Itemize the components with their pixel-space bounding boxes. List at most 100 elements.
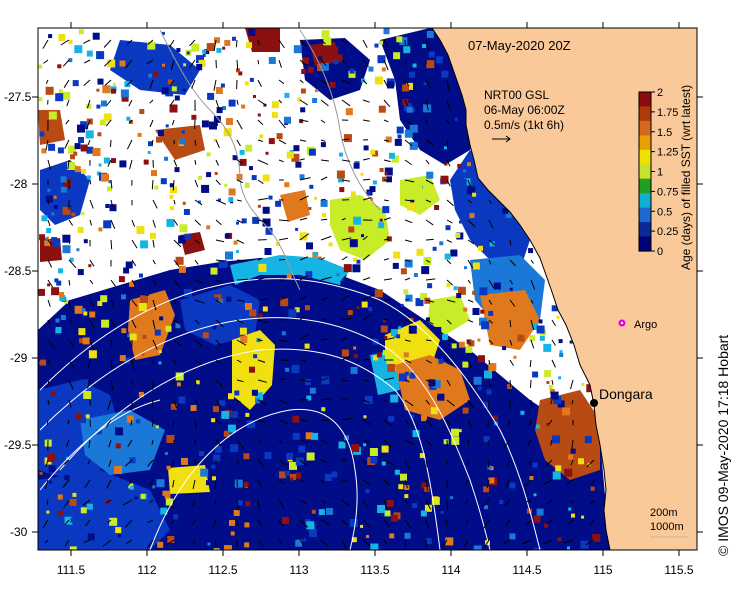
sst-pixel — [322, 69, 330, 77]
lat-tick-label: -27.5 — [4, 90, 32, 104]
sst-pixel — [379, 40, 384, 45]
current-vector — [110, 379, 114, 391]
sst-pixel — [305, 271, 313, 279]
sst-pixel — [265, 151, 269, 155]
colorbar-band — [639, 120, 651, 136]
sst-pixel — [532, 371, 539, 378]
sst-pixel — [413, 273, 418, 277]
current-vector — [215, 399, 222, 407]
sst-pixel — [247, 262, 253, 268]
sst-pixel — [451, 436, 460, 445]
current-vector — [504, 519, 511, 527]
sst-pixel — [268, 287, 275, 294]
sst-pixel — [400, 268, 407, 275]
current-vector — [341, 39, 348, 44]
current-vector — [215, 139, 220, 148]
sst-pixel — [382, 176, 387, 182]
current-vector — [68, 279, 71, 286]
sst-pixel — [363, 145, 369, 151]
sst-pixel — [365, 489, 370, 494]
sst-pixel — [124, 81, 131, 88]
sst-pixel — [374, 289, 383, 298]
sst-pixel — [224, 39, 231, 46]
current-vector — [107, 519, 112, 523]
sst-pixel — [85, 130, 94, 139]
current-vector — [446, 299, 456, 303]
sst-pixel — [169, 183, 174, 188]
current-vector — [236, 499, 239, 511]
current-vector — [425, 39, 430, 51]
sst-pixel — [419, 453, 425, 459]
current-vector — [530, 259, 535, 264]
current-vector — [383, 278, 392, 281]
sst-pixel — [454, 117, 458, 121]
sst-pixel — [369, 448, 378, 456]
current-vector — [278, 339, 289, 343]
sst-pixel — [198, 59, 206, 67]
sst-pixel — [360, 172, 364, 176]
current-vector — [257, 399, 267, 406]
colorbar-title: Age (days) of filled SST (wrt latest) — [679, 85, 693, 270]
sst-pixel — [422, 44, 427, 48]
sst-pixel — [393, 52, 401, 60]
current-vector — [194, 379, 197, 386]
sst-pixel — [258, 263, 267, 272]
colorbar-tick-label: 0 — [657, 246, 663, 258]
current-vector — [63, 459, 70, 465]
current-vector — [68, 339, 75, 348]
sst-pixel — [249, 77, 254, 82]
sst-pixel — [258, 313, 263, 318]
current-vector — [551, 379, 554, 385]
sst-pixel — [167, 79, 173, 85]
sst-pixel — [64, 475, 70, 481]
sst-pixel — [490, 306, 496, 311]
current-vector — [506, 419, 511, 428]
current-vector — [509, 359, 514, 366]
sst-pixel — [140, 240, 149, 249]
current-vector — [213, 39, 217, 51]
sst-pixel — [58, 34, 66, 41]
sst-pixel — [409, 141, 418, 150]
current-vector — [278, 519, 285, 528]
current-vector — [425, 299, 435, 303]
sst-pixel — [428, 51, 435, 58]
current-vector — [320, 377, 329, 381]
sst-pixel — [394, 138, 402, 146]
current-vector — [404, 479, 408, 489]
current-vector — [404, 219, 413, 224]
current-vector — [148, 499, 154, 504]
current-vector — [123, 499, 133, 506]
sst-pixel — [493, 282, 501, 290]
sst-pixel — [421, 482, 428, 489]
sst-pixel — [190, 455, 194, 459]
current-vector — [257, 257, 263, 261]
lon-tick: 115.5 — [664, 22, 694, 577]
current-vector — [320, 539, 330, 548]
sst-pixel — [285, 367, 290, 372]
sst-pixel — [432, 246, 437, 251]
current-vector — [45, 139, 49, 151]
current-vector — [194, 419, 198, 429]
sst-pixel — [571, 513, 575, 518]
current-vector — [68, 239, 70, 245]
sst-pixel — [224, 233, 230, 239]
lon-tick-label: 112.5 — [208, 563, 237, 577]
sst-pixel — [334, 54, 343, 63]
sst-pixel — [265, 227, 273, 235]
sst-pixel — [201, 184, 210, 193]
sst-pixel — [322, 213, 326, 218]
sst-pixel — [314, 196, 317, 200]
sst-pixel — [228, 197, 234, 203]
sst-pixel — [56, 280, 62, 286]
sst-pixel — [465, 345, 473, 353]
current-vector — [341, 138, 350, 141]
sst-pixel — [437, 395, 441, 400]
current-vector — [215, 179, 221, 186]
current-vector — [278, 99, 283, 104]
current-vector — [278, 399, 288, 404]
current-vector — [341, 217, 346, 221]
sst-pixel — [271, 101, 279, 109]
sst-pixel — [157, 130, 164, 137]
sst-pixel — [295, 457, 304, 466]
lat-tick: -29 — [10, 351, 703, 365]
